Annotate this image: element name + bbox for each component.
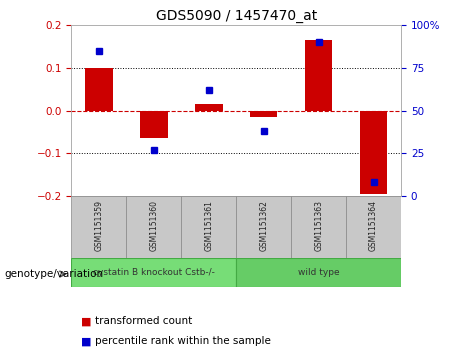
Text: GSM1151364: GSM1151364 bbox=[369, 200, 378, 251]
Bar bbox=[71, 258, 236, 287]
Bar bbox=[236, 196, 291, 258]
Text: GSM1151360: GSM1151360 bbox=[149, 200, 159, 251]
Text: GSM1151363: GSM1151363 bbox=[314, 200, 323, 251]
Text: transformed count: transformed count bbox=[95, 316, 192, 326]
Text: GSM1151359: GSM1151359 bbox=[95, 200, 103, 251]
Bar bbox=[250, 111, 278, 117]
Text: GSM1151362: GSM1151362 bbox=[259, 200, 268, 251]
Bar bbox=[195, 104, 223, 111]
Bar bbox=[346, 196, 401, 258]
Bar bbox=[236, 258, 401, 287]
Text: cystatin B knockout Cstb-/-: cystatin B knockout Cstb-/- bbox=[93, 268, 215, 277]
Text: GSM1151361: GSM1151361 bbox=[204, 200, 213, 251]
Text: percentile rank within the sample: percentile rank within the sample bbox=[95, 336, 271, 346]
Text: ■: ■ bbox=[81, 316, 91, 326]
Bar bbox=[360, 111, 387, 194]
Bar bbox=[181, 196, 236, 258]
Bar bbox=[305, 40, 332, 111]
Text: wild type: wild type bbox=[298, 268, 339, 277]
Text: ■: ■ bbox=[81, 336, 91, 346]
Bar bbox=[291, 196, 346, 258]
Title: GDS5090 / 1457470_at: GDS5090 / 1457470_at bbox=[156, 9, 317, 23]
Text: genotype/variation: genotype/variation bbox=[5, 269, 104, 279]
Bar bbox=[126, 196, 181, 258]
Bar bbox=[71, 196, 126, 258]
Bar bbox=[85, 68, 112, 111]
Bar bbox=[140, 111, 168, 138]
